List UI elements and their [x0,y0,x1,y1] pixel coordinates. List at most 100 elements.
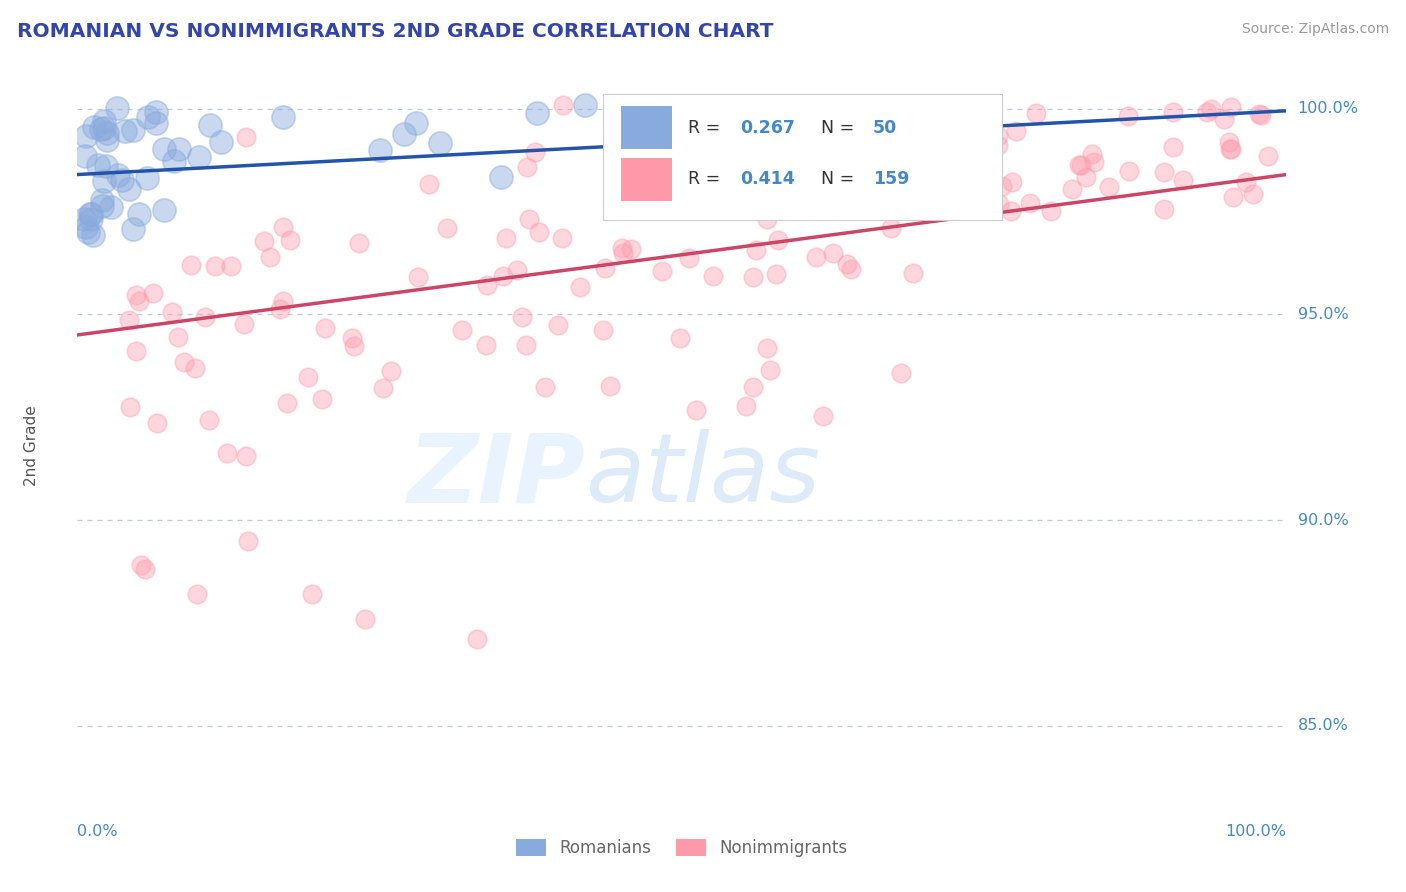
Point [215,446,238,460]
Point [876,186,898,200]
Point [354,612,377,626]
Legend: Romanians, Nonimmigrants: Romanians, Nonimmigrants [509,832,855,863]
Point [1234,176,1257,190]
FancyBboxPatch shape [621,158,672,202]
Point [121,222,143,236]
Text: ROMANIAN VS NONIMMIGRANTS 2ND GRADE CORRELATION CHART: ROMANIAN VS NONIMMIGRANTS 2ND GRADE CORR… [17,22,773,41]
Point [194,310,217,324]
Point [506,263,529,277]
Point [79,207,101,221]
Point [91,193,114,207]
Point [1098,180,1121,194]
Point [779,97,801,112]
Point [534,380,557,394]
Point [121,123,143,137]
Point [872,162,894,177]
Point [1004,124,1026,138]
Point [695,128,717,142]
Point [835,257,858,271]
Point [599,379,621,393]
Point [547,318,569,333]
Text: 95.0%: 95.0% [1298,307,1348,322]
Point [980,192,1002,206]
Point [1081,147,1104,161]
Point [271,110,294,124]
Point [276,396,298,410]
Point [821,245,844,260]
Point [593,261,616,276]
Point [987,196,1010,211]
Point [651,264,673,278]
Point [914,164,936,178]
Point [76,225,98,239]
Point [1219,142,1241,156]
Point [706,201,728,215]
Text: 100.0%: 100.0% [1298,101,1358,116]
Point [87,158,110,172]
Point [741,270,763,285]
Point [685,402,707,417]
Point [647,100,669,114]
Text: 0.0%: 0.0% [77,824,118,839]
Point [524,145,547,159]
Point [735,400,758,414]
Point [96,126,118,140]
Point [142,285,165,300]
Point [987,138,1010,153]
Point [219,259,242,273]
Point [184,361,207,376]
Point [82,228,104,243]
Text: 100.0%: 100.0% [1226,824,1286,839]
Point [529,225,551,239]
Point [96,133,118,147]
Point [107,168,129,182]
Point [297,370,319,384]
Point [90,199,112,213]
Text: 0.267: 0.267 [740,119,794,136]
Point [890,150,912,164]
Point [526,106,548,120]
Point [991,178,1014,193]
Point [620,242,643,256]
Text: N =: N = [821,170,859,188]
Point [702,268,724,283]
Point [253,235,276,249]
Point [807,115,830,129]
Point [569,280,592,294]
Point [873,134,896,148]
Point [790,191,813,205]
Point [105,101,128,115]
Point [890,366,912,380]
Point [79,212,101,227]
Point [866,133,889,147]
Text: Source: ZipAtlas.com: Source: ZipAtlas.com [1241,22,1389,37]
Point [186,587,208,601]
Point [204,259,226,273]
Point [125,344,148,359]
Point [94,159,117,173]
Point [160,304,183,318]
Point [145,116,167,130]
Point [342,331,364,345]
Point [200,118,222,132]
Point [368,143,391,157]
Point [128,294,150,309]
Point [551,231,574,245]
Point [1247,107,1270,121]
Point [495,231,517,245]
Point [773,169,796,183]
Text: 50: 50 [873,119,897,136]
Point [477,278,499,293]
Point [870,191,893,205]
Point [907,163,929,178]
Point [271,293,294,308]
Point [80,207,103,221]
Point [198,413,221,427]
Point [75,149,97,163]
Point [163,153,186,168]
Point [405,116,427,130]
Point [516,160,538,174]
Point [1212,112,1234,127]
Point [145,105,167,120]
Point [1241,187,1264,202]
